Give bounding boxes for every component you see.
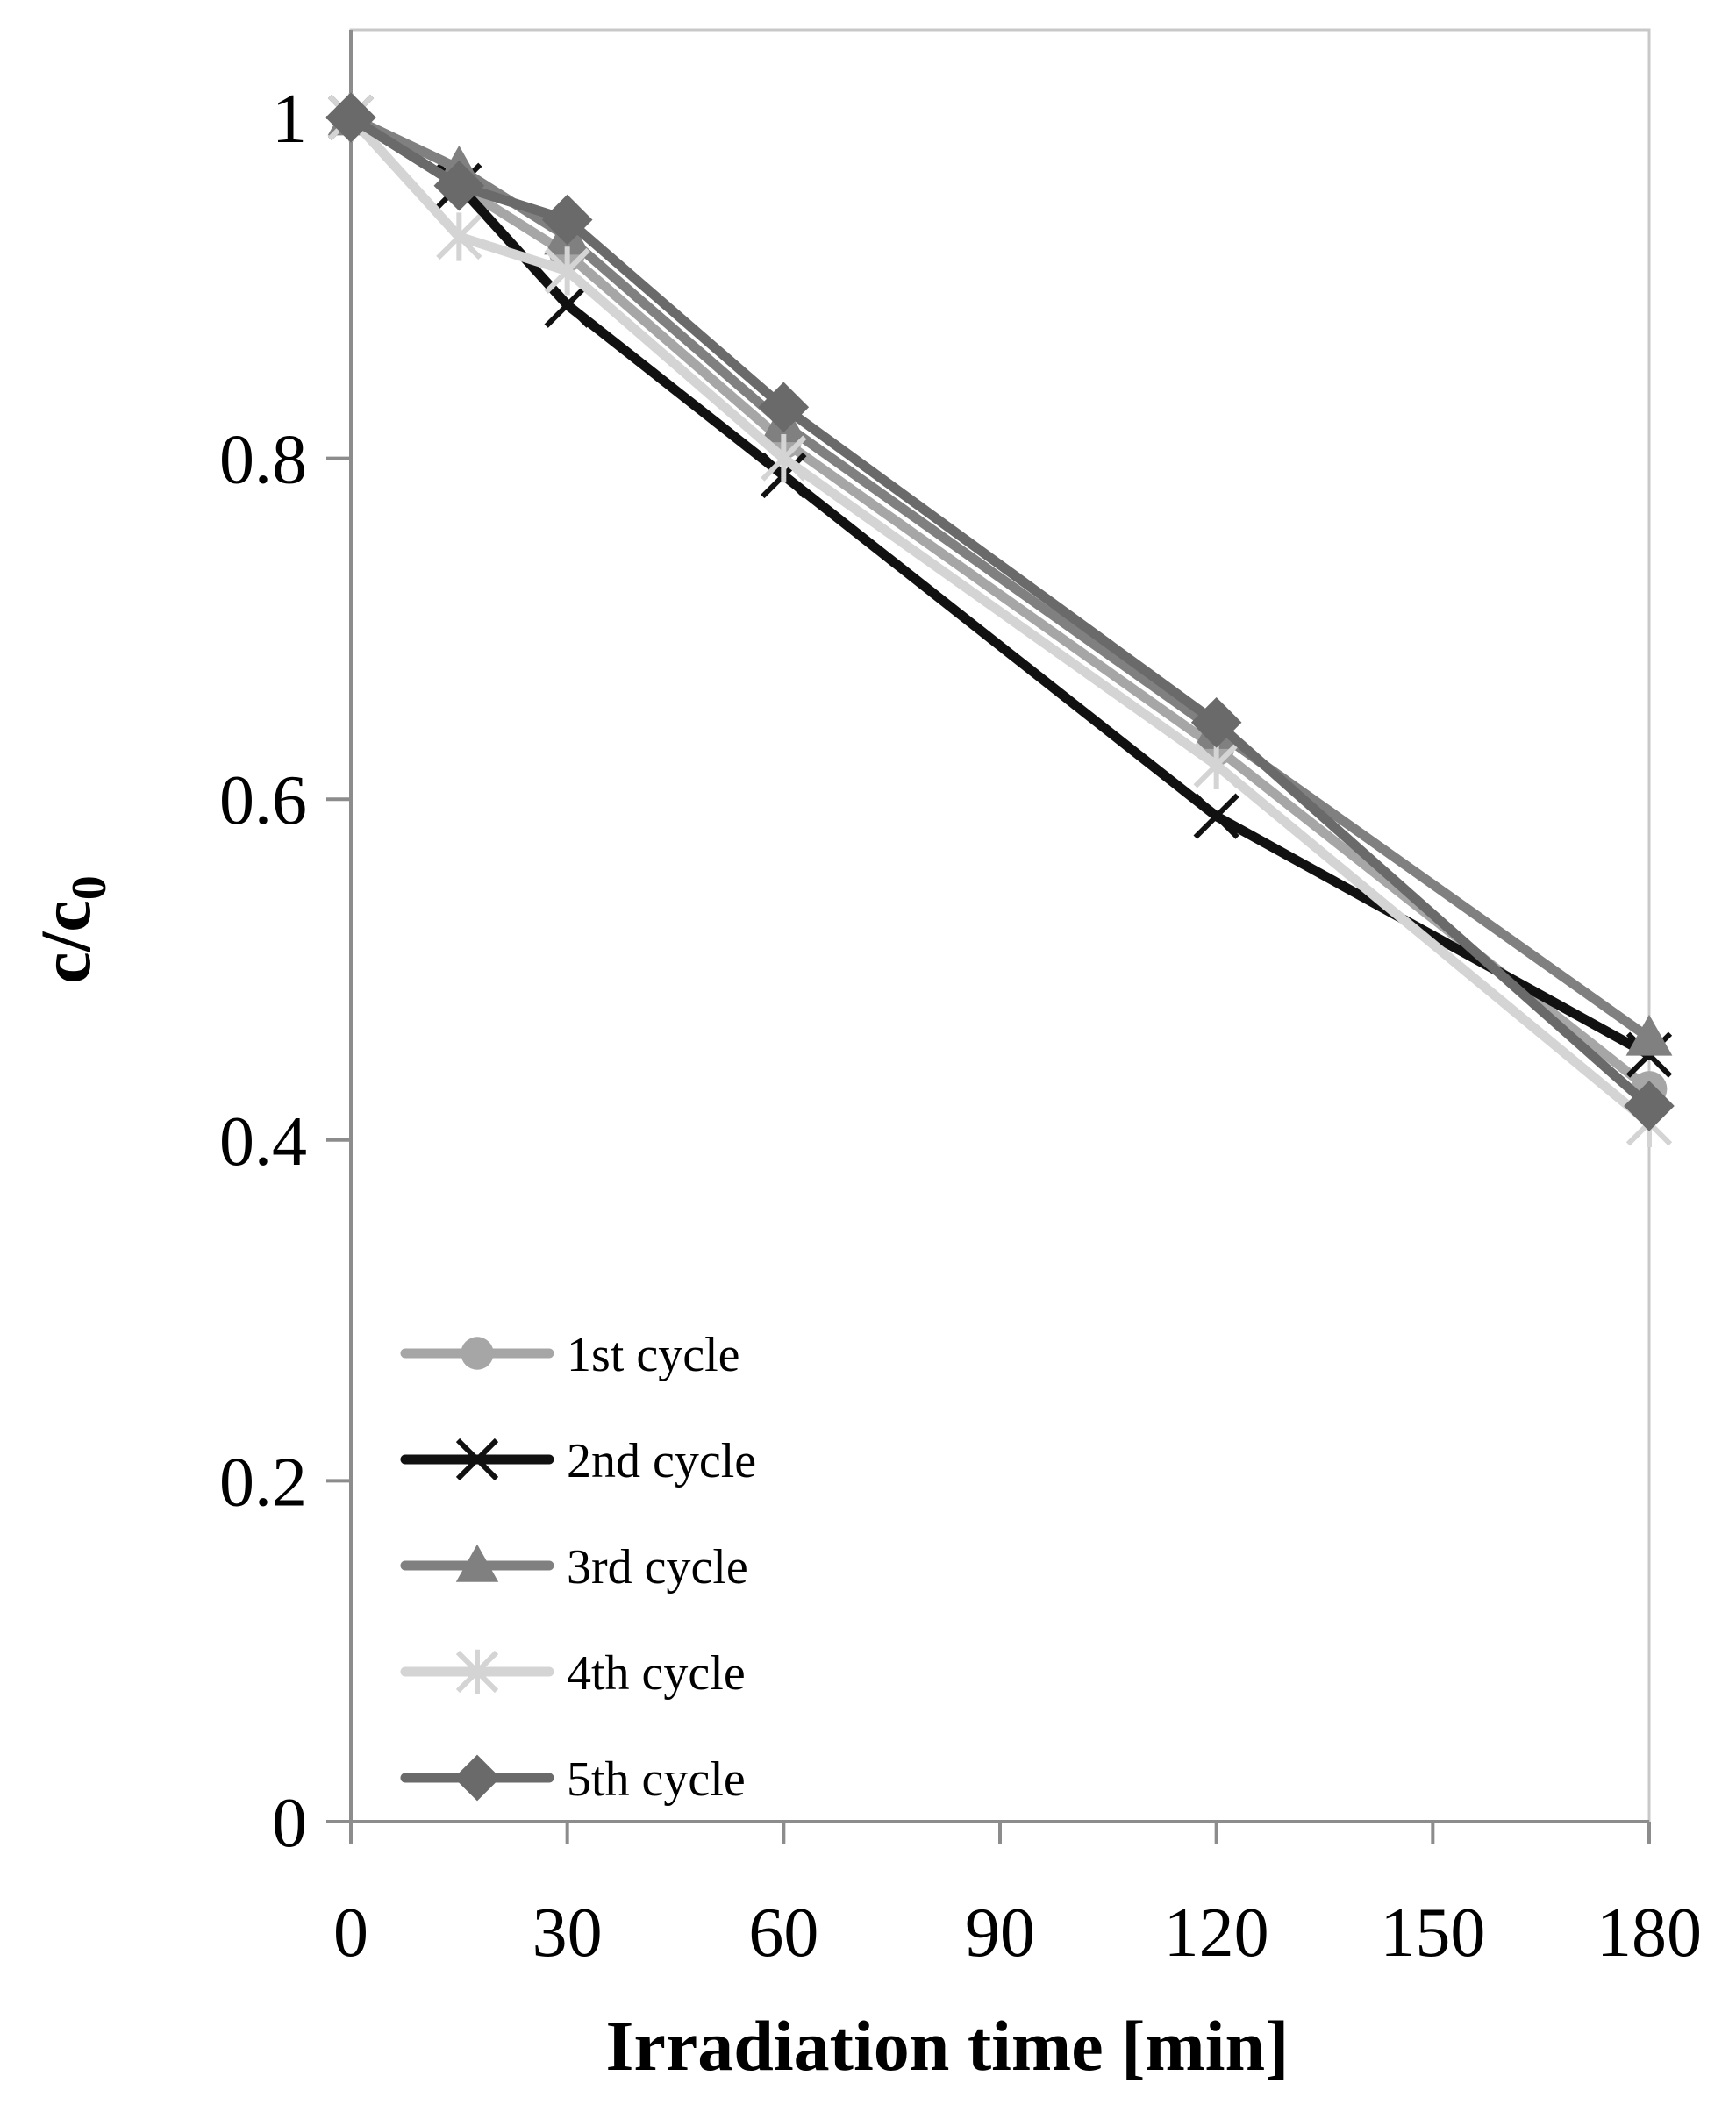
- series-layer: [325, 92, 1675, 1147]
- series-4-point-1: [436, 212, 482, 261]
- x-tick-label-1: 30: [532, 1894, 603, 1972]
- series-3-point-5-shape: [1625, 1014, 1673, 1056]
- series-5-point-0-shape: [325, 92, 376, 143]
- y-tick-label-3: 0.6: [219, 762, 307, 839]
- legend-swatch-marker-1-shape: [461, 1337, 494, 1370]
- legend-item-5: 5th cycle: [400, 1752, 746, 1807]
- series-5-point-2-shape: [541, 194, 593, 246]
- series-4-point-4: [1193, 740, 1239, 789]
- series-5-point-2: [541, 194, 593, 246]
- y-tick-label-4: 0.8: [219, 422, 307, 499]
- y-axis-title: c/c0: [25, 875, 117, 984]
- legend-swatch-marker-5: [454, 1754, 501, 1802]
- x-axis-title: Irradiation time [min]: [606, 2006, 1289, 2086]
- y-ticks: 0 0.2 0.4 0.6 0.8 1: [219, 81, 351, 1862]
- series-5-point-0: [325, 92, 376, 143]
- x-tick-label-4: 120: [1164, 1894, 1269, 1972]
- x-ticks: 0 30 60 90 120 150 180: [333, 1822, 1702, 1972]
- series-5-point-4: [1190, 696, 1242, 748]
- y-tick-label-5: 1: [272, 81, 307, 158]
- legend-swatch-marker-3-shape: [455, 1544, 499, 1582]
- y-axis-title-main: c/c: [25, 900, 105, 984]
- legend-swatch-marker-3: [455, 1544, 499, 1582]
- series-2-point-4-stroke-b: [1193, 793, 1239, 839]
- legend-swatch-marker-2-stroke-b: [455, 1438, 499, 1481]
- series-4-point-2: [544, 246, 590, 296]
- legend-swatch-marker-5-shape: [454, 1754, 501, 1802]
- series-5-point-5-shape: [1624, 1081, 1675, 1131]
- legend: 1st cycle 2nd cycle 3rd cycle 4th cycle 5th …: [400, 1328, 756, 1807]
- series-5-point-1: [433, 160, 485, 211]
- series-2-point-2-stroke-b: [544, 282, 590, 328]
- series-5-point-3: [758, 382, 810, 433]
- legend-label-3: 3rd cycle: [567, 1540, 748, 1595]
- series-2-point-2: [544, 282, 590, 328]
- legend-swatch-marker-2: [455, 1438, 499, 1481]
- y-tick-label-0: 0: [272, 1785, 307, 1862]
- y-axis-title-subscript: 0: [62, 875, 117, 900]
- series-5: [325, 92, 1675, 1131]
- series-5-point-4-shape: [1190, 696, 1242, 748]
- legend-label-1: 1st cycle: [567, 1328, 739, 1382]
- series-4-point-3: [761, 434, 807, 483]
- legend-swatch-marker-1: [461, 1337, 494, 1370]
- legend-item-3: 3rd cycle: [400, 1540, 748, 1595]
- legend-swatch-marker-4: [455, 1649, 499, 1694]
- series-2-point-4: [1193, 793, 1239, 839]
- legend-label-5: 5th cycle: [567, 1752, 746, 1807]
- y-tick-label-1: 0.2: [219, 1444, 307, 1521]
- series-5-point-5: [1624, 1081, 1675, 1131]
- x-tick-label-3: 90: [965, 1894, 1035, 1972]
- legend-item-1: 1st cycle: [400, 1328, 739, 1382]
- x-tick-label-5: 150: [1380, 1894, 1485, 1972]
- x-tick-label-0: 0: [333, 1894, 368, 1972]
- series-5-point-3-shape: [758, 382, 810, 433]
- series-5-line: [346, 112, 1654, 1111]
- series-3-point-5: [1625, 1014, 1673, 1056]
- legend-item-4: 4th cycle: [400, 1646, 746, 1701]
- y-tick-label-2: 0.4: [219, 1103, 307, 1181]
- x-tick-label-2: 60: [748, 1894, 818, 1972]
- legend-label-4: 4th cycle: [567, 1646, 746, 1701]
- series-5-point-1-shape: [433, 160, 485, 211]
- x-tick-label-6: 180: [1597, 1894, 1702, 1972]
- legend-item-2: 2nd cycle: [400, 1434, 756, 1488]
- legend-label-2: 2nd cycle: [567, 1434, 756, 1488]
